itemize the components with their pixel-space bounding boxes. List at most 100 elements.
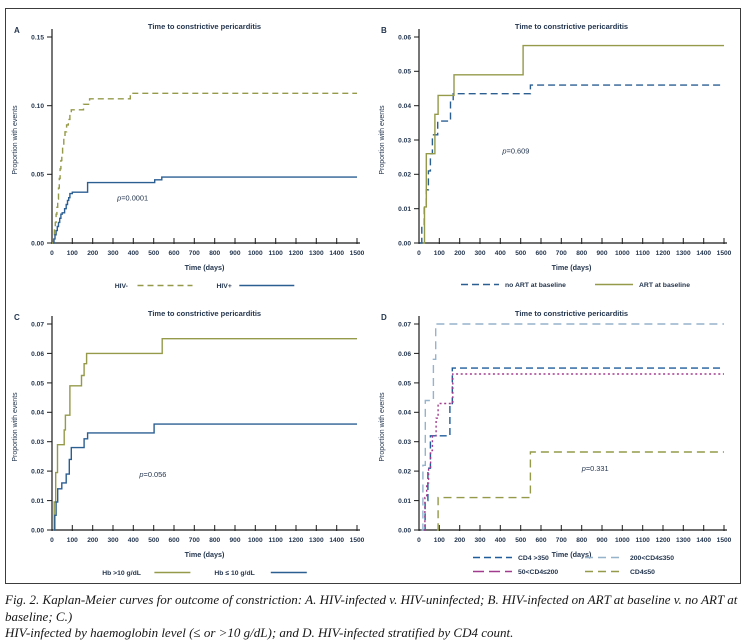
y-tick-label: 0.00 [398, 527, 411, 534]
x-tick-label: 1300 [309, 250, 324, 257]
y-tick-label: 0.02 [31, 469, 44, 476]
p-value: p=0.056 [138, 470, 166, 479]
x-tick-label: 500 [515, 250, 526, 257]
legend-label-50-cd4-200: 50<CD4≤200 [518, 569, 558, 576]
x-tick-label: 600 [168, 537, 179, 544]
x-tick-label: 900 [229, 537, 240, 544]
series-200-cd4-350 [421, 323, 724, 531]
x-tick-label: 1500 [717, 250, 732, 257]
legend-label-art-at-baseline: ART at baseline [639, 282, 690, 289]
x-tick-label: 1500 [717, 537, 732, 544]
x-tick-label: 1300 [309, 537, 324, 544]
x-tick-label: 1100 [636, 537, 651, 544]
x-tick-label: 800 [209, 537, 220, 544]
x-tick-label: 300 [474, 250, 485, 257]
y-tick-label: 0.04 [398, 103, 411, 110]
series-no-art-at-baseline [420, 84, 724, 244]
y-tick-label: 0.01 [398, 206, 411, 213]
y-axis-label: Proportion with events [379, 392, 386, 462]
x-tick-label: 100 [434, 537, 445, 544]
x-tick-label: 1000 [248, 250, 263, 257]
y-tick-label: 0.04 [31, 410, 44, 417]
legend: Hb >10 g/dL Hb ≤ 10 g/dL [102, 570, 307, 577]
series-cd4-50 [436, 451, 724, 531]
panel-a-chart: A Time to constrictive pericarditis 0 100 20… [12, 22, 365, 290]
y-tick-label: 0.02 [398, 469, 411, 476]
y-axis-label: Proportion with events [379, 105, 386, 175]
x-tick-label: 600 [168, 250, 179, 257]
x-tick-label: 1100 [269, 250, 284, 257]
series-hb-10-g-dl [53, 423, 357, 531]
x-tick-label: 800 [576, 537, 587, 544]
y-tick-label: 0.06 [398, 34, 411, 41]
x-tick-label: 800 [576, 250, 587, 257]
x-tick-label: 0 [417, 537, 421, 544]
x-tick-label: 500 [515, 537, 526, 544]
x-axis-label: Time (days) [552, 550, 592, 559]
x-tick-label: 100 [67, 537, 78, 544]
km-figure-box: A Time to constrictive pericarditis 0 100 20… [5, 8, 741, 584]
y-tick-label: 0.05 [398, 380, 411, 387]
legend-label-hb-10-g-dl: Hb ≤ 10 g/dL [214, 570, 254, 577]
x-tick-label: 800 [209, 250, 220, 257]
y-tick-label: 0.05 [31, 380, 44, 387]
x-tick-label: 0 [50, 537, 54, 544]
y-tick-label: 0.07 [398, 321, 411, 328]
x-tick-label: 900 [596, 250, 607, 257]
x-tick-label: 300 [107, 250, 118, 257]
x-tick-label: 1200 [289, 537, 304, 544]
x-tick-label: 1200 [656, 250, 671, 257]
y-tick-label: 0.00 [31, 527, 44, 534]
y-axis-label: Proportion with events [12, 105, 19, 175]
y-tick-label: 0.04 [398, 410, 411, 417]
x-tick-label: 600 [535, 250, 546, 257]
p-value: p=0.0001 [116, 193, 148, 202]
series-cd4-350 [423, 367, 724, 531]
panel-letter: B [381, 26, 387, 35]
x-tick-label: 1400 [329, 250, 344, 257]
x-tick-label: 1000 [615, 537, 630, 544]
x-tick-label: 100 [434, 250, 445, 257]
figure-caption-line-2: HIV-infected by haemoglobin level (≤ or … [5, 625, 514, 640]
x-tick-label: 400 [495, 250, 506, 257]
x-tick-label: 1200 [656, 537, 671, 544]
x-tick-label: 1400 [329, 537, 344, 544]
legend-label-200-cd4-350: 200<CD4≤350 [630, 555, 674, 562]
x-tick-label: 600 [535, 537, 546, 544]
x-tick-label: 700 [556, 537, 567, 544]
x-tick-label: 1500 [350, 250, 365, 257]
x-tick-label: 200 [454, 250, 465, 257]
panel-letter: D [381, 313, 387, 322]
series-hiv [53, 176, 357, 244]
x-tick-label: 200 [87, 250, 98, 257]
y-tick-label: 0.10 [31, 103, 44, 110]
y-tick-label: 0.02 [398, 172, 411, 179]
chart-title: Time to constrictive pericarditis [148, 22, 261, 31]
y-tick-label: 0.01 [31, 498, 44, 505]
x-tick-label: 400 [495, 537, 506, 544]
x-axis-label: Time (days) [552, 263, 592, 272]
y-tick-label: 0.06 [398, 351, 411, 358]
y-tick-label: 0.05 [398, 69, 411, 76]
y-tick-label: 0.06 [31, 351, 44, 358]
y-tick-label: 0.00 [398, 240, 411, 247]
legend: CD4 >350 200<CD4≤350 50<CD4≤200 CD4≤50 [473, 555, 674, 576]
x-tick-label: 1200 [289, 250, 304, 257]
x-tick-label: 300 [107, 537, 118, 544]
y-tick-label: 0.01 [398, 498, 411, 505]
y-axis-label: Proportion with events [12, 392, 19, 462]
x-tick-label: 400 [128, 537, 139, 544]
panel-c-chart: C Time to constrictive pericarditis 0 100 20… [12, 309, 365, 577]
x-tick-label: 700 [556, 250, 567, 257]
x-tick-label: 0 [50, 250, 54, 257]
x-tick-label: 200 [454, 537, 465, 544]
x-tick-label: 1100 [636, 250, 651, 257]
legend: no ART at baseline ART at baseline [461, 282, 690, 289]
panel-letter: A [14, 26, 20, 35]
legend-label-hiv: HIV+ [217, 283, 232, 290]
legend-label-no-art-at-baseline: no ART at baseline [505, 282, 566, 289]
x-tick-label: 1300 [676, 250, 691, 257]
y-tick-label: 0.05 [31, 172, 44, 179]
x-tick-label: 900 [596, 537, 607, 544]
series-art-at-baseline [422, 44, 724, 244]
